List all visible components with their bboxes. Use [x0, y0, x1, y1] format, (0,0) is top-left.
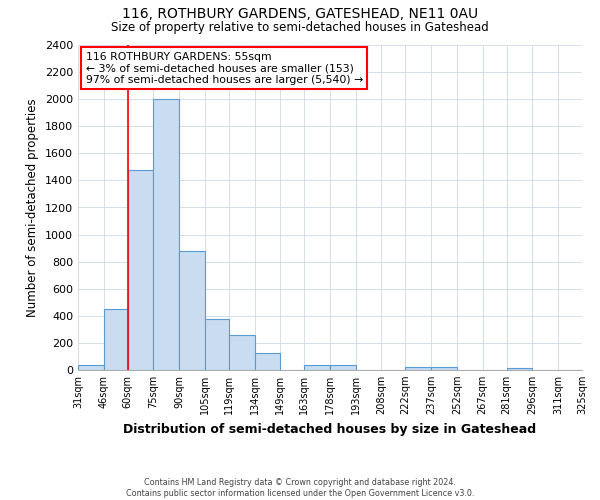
Bar: [179, 251, 205, 370]
Text: 116, ROTHBURY GARDENS, GATESHEAD, NE11 0AU: 116, ROTHBURY GARDENS, GATESHEAD, NE11 0…: [122, 8, 478, 22]
Bar: [154, 99, 179, 370]
Bar: [78, 364, 104, 370]
Bar: [304, 366, 330, 370]
Bar: [128, 170, 154, 370]
Y-axis label: Number of semi-detached properties: Number of semi-detached properties: [26, 98, 40, 317]
Text: Size of property relative to semi-detached houses in Gateshead: Size of property relative to semi-detach…: [111, 21, 489, 34]
Bar: [229, 336, 254, 370]
Bar: [205, 319, 229, 370]
X-axis label: Distribution of semi-detached houses by size in Gateshead: Distribution of semi-detached houses by …: [124, 422, 536, 436]
Bar: [431, 368, 457, 370]
Text: 116 ROTHBURY GARDENS: 55sqm
← 3% of semi-detached houses are smaller (153)
97% o: 116 ROTHBURY GARDENS: 55sqm ← 3% of semi…: [86, 52, 363, 84]
Text: Contains HM Land Registry data © Crown copyright and database right 2024.
Contai: Contains HM Land Registry data © Crown c…: [126, 478, 474, 498]
Bar: [506, 368, 532, 370]
Bar: [330, 366, 356, 370]
Bar: [104, 309, 128, 370]
Bar: [406, 366, 431, 370]
Bar: [254, 353, 280, 370]
